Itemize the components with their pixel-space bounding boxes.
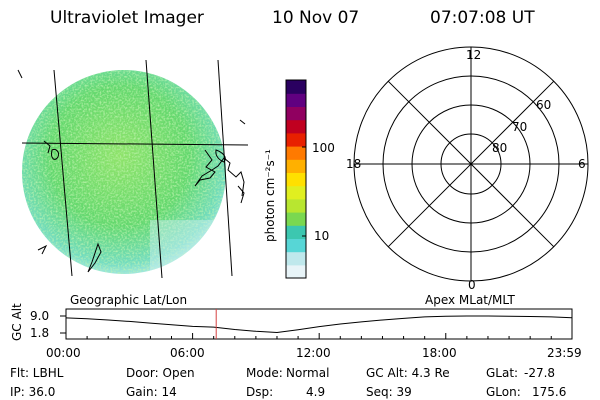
- info-filter: Flt: LBHL: [10, 366, 64, 380]
- colorbar-segment: [286, 172, 306, 187]
- timeline-ylabel: GC Alt: [10, 303, 24, 341]
- info-glat-label: GLat:: [486, 366, 519, 380]
- colorbar-tick-10: 10: [314, 229, 330, 243]
- info-dsp-label: Dsp:: [246, 385, 274, 399]
- colorbar-segment: [286, 264, 306, 279]
- instrument-title: Ultraviolet Imager: [50, 8, 204, 28]
- altitude-chart: [60, 308, 573, 340]
- colorbar-segment: [286, 251, 306, 266]
- meridian-line: [217, 59, 233, 277]
- info-mode-value: Normal: [286, 366, 330, 380]
- info-mode-label: Mode:: [246, 366, 283, 380]
- lat-label-80: 80: [492, 141, 508, 155]
- meridian-line: [145, 59, 163, 279]
- info-glat-value: -27.8: [524, 366, 556, 380]
- lat-label-70: 70: [512, 120, 528, 134]
- altitude-series-line: [65, 315, 573, 334]
- info-ip: IP: 36.0: [10, 385, 56, 399]
- colorbar-segment: [286, 212, 306, 226]
- colorbar-segment: [286, 238, 306, 253]
- date-label: 10 Nov 07: [272, 8, 360, 28]
- timeline-xtick-label: 18:00: [422, 346, 457, 360]
- coast-island: [87, 242, 102, 273]
- geo-panel-label: Geographic Lat/Lon: [70, 293, 188, 307]
- colorbar-segment: [286, 225, 306, 239]
- polar-grid: [353, 46, 589, 282]
- parallel-line: [21, 142, 249, 146]
- colorbar: [285, 79, 307, 279]
- info-seq: Seq: 39: [366, 385, 412, 399]
- info-glon-label: GLon:: [486, 385, 521, 399]
- info-gain: Gain: 14: [126, 385, 177, 399]
- mlt-label-12: 12: [466, 48, 482, 62]
- timeline-xtick-label: 12:00: [296, 346, 331, 360]
- mlt-label-0: 0: [468, 278, 476, 292]
- meridian-line: [53, 69, 73, 277]
- coast-segment: [239, 119, 246, 125]
- geo-grid: [21, 59, 249, 279]
- timeline-xtick-label: 23:59: [547, 346, 582, 360]
- coast-island: [215, 149, 226, 163]
- lat-label-60: 60: [536, 98, 552, 112]
- colorbar-tick-100: 100: [312, 141, 335, 155]
- info-dsp-value: 4.9: [306, 385, 326, 399]
- time-label: 07:07:08 UT: [430, 8, 535, 28]
- coast-island: [51, 149, 59, 160]
- timeline-xtick-label: 00:00: [46, 346, 81, 360]
- colorbar-segment: [286, 185, 306, 200]
- polar-panel-label: Apex MLat/MLT: [425, 293, 515, 307]
- coast-segment: [43, 140, 51, 154]
- mlt-line-diag: [387, 80, 555, 248]
- colorbar-segment: [286, 132, 306, 147]
- colorbar-unit-label: photon cm⁻²s⁻¹: [263, 149, 277, 242]
- colorbar-segment: [286, 198, 306, 213]
- coast-segment: [17, 69, 23, 79]
- timeline-xtick-label: 06:00: [170, 346, 205, 360]
- colorbar-segment: [286, 106, 306, 121]
- coast-segment: [37, 244, 48, 255]
- info-glon-value: 175.6: [532, 385, 567, 399]
- mlt-label-6: 6: [578, 157, 586, 171]
- colorbar-segment: [286, 93, 306, 107]
- colorbar-segment: [286, 80, 306, 94]
- colorbar-segment: [286, 146, 306, 160]
- colorbar-segment: [286, 159, 306, 173]
- info-gc-alt: GC Alt: 4.3 Re: [366, 366, 450, 380]
- timeline-ytick-label: 1.8: [30, 326, 50, 340]
- info-door: Door: Open: [126, 366, 195, 380]
- coastlines: [17, 69, 246, 273]
- mlt-label-18: 18: [346, 157, 362, 171]
- coast-segment: [237, 185, 245, 204]
- timeline-ytick-label: 9.0: [30, 309, 50, 323]
- coast-mainland: [194, 149, 245, 197]
- uv-image: [22, 70, 226, 274]
- colorbar-segment: [286, 119, 306, 134]
